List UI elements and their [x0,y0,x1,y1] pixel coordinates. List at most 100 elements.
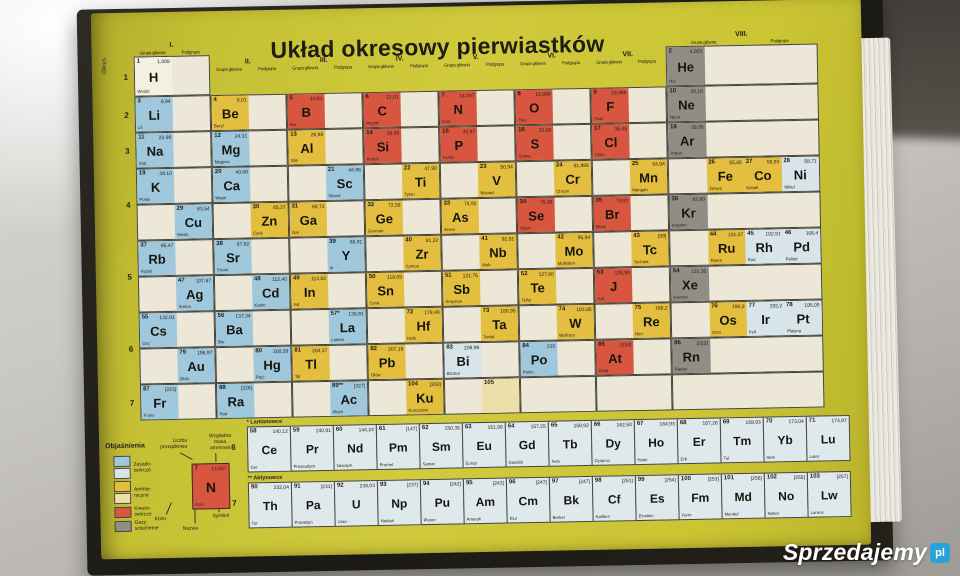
element-name: Węgiel [365,120,380,127]
group-main-label: Grupa główna [520,60,546,67]
element-cu: 29 63,54 Cu Miedź [174,204,213,239]
element-symbol: O [529,100,540,116]
element-cm: 96 [247] Cm Kiur [505,476,551,524]
element-symbol: Ac [340,391,358,407]
element-te: 52 127,60 Te Tellur [518,269,557,305]
element-number: 91 [293,483,301,490]
element-symbol: Cf [607,492,621,507]
element-name: Beryl [213,123,224,130]
element-fe: 26 55,85 Fe Żelazo [706,157,745,193]
group-cell: 76 190,2 Os Osm 77 192,2 Ir Iryd 78 195,09 Pt Platy… [670,299,824,339]
group-cell: 7 14,007 N Azot [438,89,516,127]
element-symbol: As [451,209,469,225]
element-name: Platyna [786,328,801,335]
element-name: Ferm [681,512,692,519]
element-mass: [256] [750,475,762,482]
group-main-label: Grupa główna [595,59,622,65]
element-symbol: Ir [761,311,771,327]
element-number: 58 [249,428,257,435]
element-mass: 196,97 [197,349,213,356]
element-mass: 118,69 [386,274,403,281]
element-mass: 126,90 [614,269,630,276]
element-name: Miedź [177,232,189,238]
element-la: 57* 138,91 La Lantan [328,309,367,344]
element-th: 90 232,04 Th Tor [247,481,293,529]
element-rn: 86 [222] Rn Radon [672,338,711,374]
element-mass: 121,75 [462,272,478,279]
element-mass: 208,98 [463,344,480,351]
element-name: Holm [637,457,648,464]
element-number: 100 [680,476,691,483]
legend-swatch-amph [113,480,132,493]
element-number: 19 [138,170,146,177]
element-name: Kiur [509,516,518,522]
legend-swatch-column [113,480,132,505]
element-name: Pluton [423,517,436,524]
element-name: Neodym [336,463,353,469]
element-mass: 204,37 [311,347,328,354]
element-symbol: Bi [456,353,470,369]
element-symbol: Tl [305,356,318,372]
element-name: Kaliforn [595,514,611,520]
element-number: 74 [558,306,566,313]
group-header-iv: IV. Grupa główna Podgrupa [362,51,439,92]
element-number: 101 [723,475,734,482]
element-name: Hafn [407,336,417,342]
element-am: 95 [243] Am Ameryk [462,477,508,525]
element-name: Gal [292,230,299,236]
element-ar: 18 39,95 Ar Argon [668,122,707,158]
element-sr: 38 87,62 Sr Stront [214,239,252,275]
element-symbol: Ne [677,97,695,113]
element-pb: 82 207,19 Pb Ołów [368,344,406,380]
element-symbol: P [454,137,464,153]
element-tc: 43 [99] Tc Technet [631,231,669,267]
group-sub-label: Podgrupa [637,58,656,64]
element-mass: [243] [492,480,504,487]
element-symbol: U [351,497,361,512]
element-symbol: Cm [518,493,539,509]
element-mass: 151,96 [487,424,503,431]
element-name: Niob [481,262,491,268]
group-cell: 50 118,69 Sn Cyna [365,270,443,309]
element-mass: 112,40 [271,276,288,283]
element-name: Technet [633,259,649,266]
element-number: 94 [422,481,430,488]
element-mass: 186,2 [655,304,668,312]
group-main-label: Grupa główna [139,49,166,56]
element-name: Itr [329,265,334,271]
element-symbol: Pm [388,440,408,455]
element-ca: 20 40,08 Ca Wapń [212,167,251,203]
element-name: Mangan [632,187,648,194]
element-mass: [210] [620,341,632,348]
group-cell: 8 15,999 O Tlen [514,87,592,126]
element-symbol: Ag [185,286,204,302]
element-sn: 50 118,69 Sn Cyna [366,272,405,308]
element-number: 8 [517,91,521,98]
element-name: Iterb [766,455,776,461]
element-number: 64 [507,423,515,430]
element-kr: 36 83,80 Kr Krypton [669,194,708,230]
group-cell: 55 132,91 Cs Cez [138,311,216,349]
group-cell: 26 55,85 Fe Żelazo 27 58,93 Co Kobalt 28 58,71 Ni N… [667,155,821,195]
element-mass: [147] [405,425,417,432]
element-number: 26 [708,159,716,166]
element-symbol: Ar [679,133,695,149]
element-number: 80 [255,348,263,355]
element-number: 72 [406,309,414,316]
element-symbol: Ga [299,212,318,228]
element-symbol: Nd [347,441,364,456]
element-number: 45 [747,230,754,237]
element-mass: 192,2 [769,302,783,309]
element-number: 63 [464,424,472,431]
element-name: Cyrkon [405,264,420,270]
element-name: Złoto [179,376,190,382]
element-number: 12 [214,132,221,140]
element-symbol: Mo [564,243,584,259]
element-105: 105 [481,378,520,413]
element-mass: 178,49 [424,309,440,316]
element-name: Uran [337,519,347,525]
element-name: Gadolin [508,460,524,466]
group-cell: 9 18,998 F Fluor [590,86,668,124]
element-mass: [253] [707,475,719,483]
element-es: 99 [254] Es Einstein [634,474,680,522]
